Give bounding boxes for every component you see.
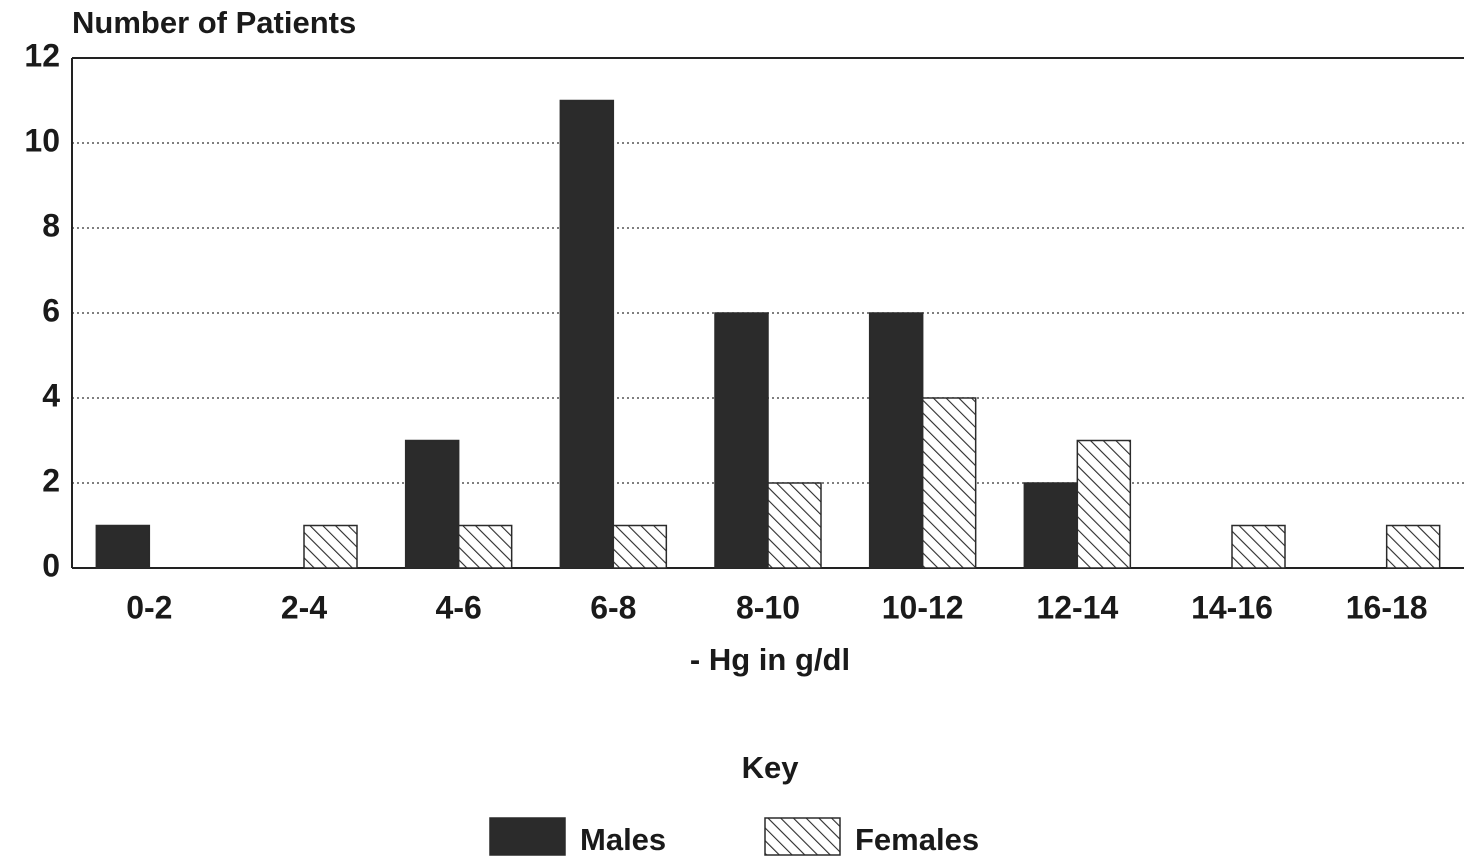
x-tick-label: 14-16 <box>1191 589 1273 625</box>
x-tick-label: 4-6 <box>436 589 482 625</box>
bar <box>868 312 924 569</box>
bar <box>714 312 769 569</box>
bar <box>767 482 822 569</box>
bar <box>303 524 358 569</box>
y-tick-label: 2 <box>42 462 60 498</box>
y-tick-label: 0 <box>42 547 60 583</box>
y-tick-label: 4 <box>42 377 60 413</box>
x-axis-title: - Hg in g/dl <box>690 642 850 677</box>
x-tick-label: 0-2 <box>126 589 172 625</box>
bar <box>1023 482 1079 569</box>
bar <box>457 524 513 569</box>
bar <box>95 524 151 569</box>
x-tick-label: 10-12 <box>882 589 964 625</box>
legend-title: Key <box>742 750 800 785</box>
bar <box>1231 524 1286 569</box>
legend-swatch <box>489 817 566 856</box>
y-tick-label: 8 <box>42 207 60 243</box>
bar <box>559 99 615 569</box>
legend-swatch <box>764 817 841 856</box>
y-axis-title: Number of Patients <box>72 5 356 40</box>
x-tick-label: 12-14 <box>1036 589 1118 625</box>
x-tick-label: 6-8 <box>590 589 636 625</box>
y-tick-label: 6 <box>42 292 60 328</box>
y-tick-label: 10 <box>24 122 60 158</box>
x-tick-label: 2-4 <box>281 589 327 625</box>
legend-label: Females <box>855 822 979 857</box>
y-tick-label: 12 <box>24 37 60 73</box>
bar <box>921 397 977 569</box>
bar <box>612 524 668 569</box>
x-tick-label: 16-18 <box>1346 589 1428 625</box>
bar <box>1385 524 1441 569</box>
bar <box>404 439 460 569</box>
legend-label: Males <box>580 822 666 857</box>
x-tick-label: 8-10 <box>736 589 800 625</box>
bar <box>1076 439 1132 569</box>
